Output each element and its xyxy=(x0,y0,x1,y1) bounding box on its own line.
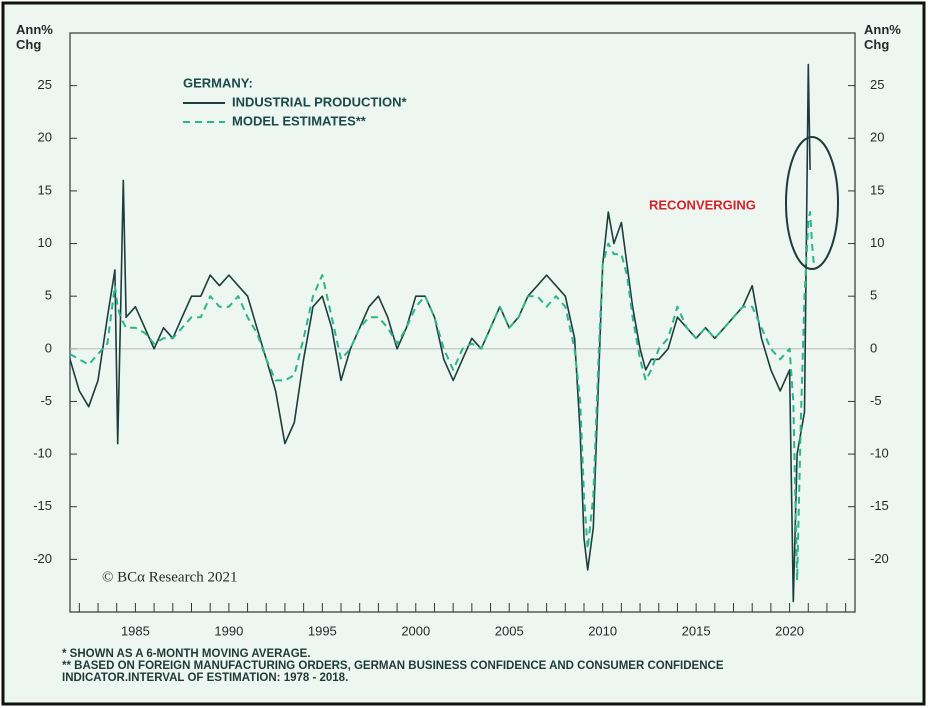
y-tick-label: -5 xyxy=(40,393,52,408)
y-tick-label: 10 xyxy=(38,235,52,250)
legend-label: MODEL ESTIMATES** xyxy=(232,113,367,128)
footnote: * SHOWN AS A 6-MONTH MOVING AVERAGE. xyxy=(62,648,311,660)
highlight-ellipse xyxy=(785,136,839,270)
x-tick-label: 1995 xyxy=(308,623,337,638)
x-tick-label: 1990 xyxy=(214,623,243,638)
legend-label: INDUSTRIAL PRODUCTION* xyxy=(232,94,407,109)
y-tick-label: -15 xyxy=(33,498,52,513)
x-tick-label: 1985 xyxy=(121,623,150,638)
y-tick-label: 5 xyxy=(45,288,52,303)
source: © BCα Research 2021 xyxy=(102,569,237,585)
x-tick-label: 2010 xyxy=(588,623,617,638)
y-tick-label: 0 xyxy=(45,340,52,355)
y2-tick-label: 0 xyxy=(870,340,877,355)
lines xyxy=(69,63,815,603)
y2-tick-label: 10 xyxy=(870,235,884,250)
y-tick-label: 20 xyxy=(38,130,52,145)
y-axis-label: Ann% Chg xyxy=(16,22,53,52)
y2-tick-label: 5 xyxy=(870,288,877,303)
footnotes: * SHOWN AS A 6-MONTH MOVING AVERAGE. ** … xyxy=(62,648,802,684)
x-tick-label: 2015 xyxy=(682,623,711,638)
y2-tick-label: -10 xyxy=(870,446,889,461)
y2-tick-label: -15 xyxy=(870,498,889,513)
y2-tick-label: 15 xyxy=(870,182,884,197)
y-tick-label: -10 xyxy=(33,446,52,461)
annotation: RECONVERGING xyxy=(649,197,756,212)
series-line xyxy=(69,211,815,582)
y-tick-label: -20 xyxy=(33,551,52,566)
y2-axis-label: Ann% Chg xyxy=(864,22,901,52)
plot-area xyxy=(69,32,856,613)
x-tick-label: 2020 xyxy=(775,623,804,638)
y2-tick-label: -20 xyxy=(870,551,889,566)
legend-title: GERMANY: xyxy=(183,75,253,90)
x-tick-label: 2005 xyxy=(495,623,524,638)
y2-tick-label: -5 xyxy=(870,393,882,408)
y-tick-label: 15 xyxy=(38,182,52,197)
y-tick-label: 25 xyxy=(38,77,52,92)
footnote: ** BASED ON FOREIGN MANUFACTURING ORDERS… xyxy=(62,660,724,684)
y2-tick-label: 20 xyxy=(870,130,884,145)
x-tick-label: 2000 xyxy=(401,623,430,638)
y2-tick-label: 25 xyxy=(870,77,884,92)
